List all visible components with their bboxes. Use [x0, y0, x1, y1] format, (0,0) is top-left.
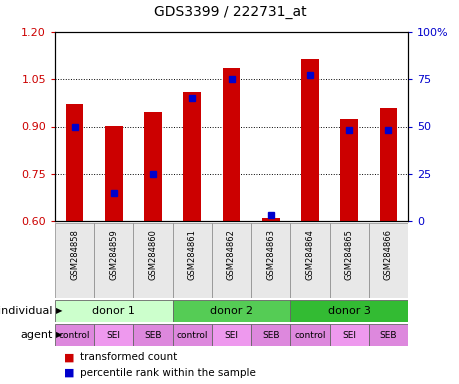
Text: GSM284863: GSM284863	[266, 229, 274, 280]
Text: individual: individual	[0, 306, 53, 316]
Bar	[340, 119, 357, 221]
Text: SEI: SEI	[224, 331, 238, 339]
Bar	[66, 104, 83, 221]
Text: GSM284858: GSM284858	[70, 229, 79, 280]
Text: ■: ■	[64, 367, 74, 377]
Bar	[379, 108, 397, 221]
Bar	[172, 300, 290, 322]
Bar	[251, 324, 290, 346]
Bar	[329, 324, 368, 346]
Bar	[290, 324, 329, 346]
Text: SEI: SEI	[106, 331, 121, 339]
Text: control: control	[294, 331, 325, 339]
Text: control: control	[59, 331, 90, 339]
Text: GSM284859: GSM284859	[109, 229, 118, 280]
Bar	[368, 223, 407, 298]
Text: ▶: ▶	[56, 331, 62, 339]
Bar	[290, 223, 329, 298]
Bar	[55, 223, 94, 298]
Bar	[368, 324, 407, 346]
Text: transformed count: transformed count	[80, 353, 177, 362]
Bar	[301, 59, 318, 221]
Text: GSM284861: GSM284861	[187, 229, 196, 280]
Text: control: control	[176, 331, 207, 339]
Text: ■: ■	[64, 353, 74, 362]
Text: SEB: SEB	[379, 331, 396, 339]
Bar	[212, 324, 251, 346]
Bar	[183, 92, 201, 221]
Text: GSM284862: GSM284862	[226, 229, 235, 280]
Text: GSM284866: GSM284866	[383, 229, 392, 280]
Bar	[55, 324, 94, 346]
Text: GSM284864: GSM284864	[305, 229, 314, 280]
Bar	[94, 223, 133, 298]
Bar	[133, 324, 172, 346]
Bar	[144, 113, 162, 221]
Bar	[222, 68, 240, 221]
Bar	[212, 223, 251, 298]
Text: agent: agent	[20, 330, 53, 340]
Bar	[290, 300, 407, 322]
Bar	[251, 223, 290, 298]
Bar	[172, 223, 212, 298]
Bar	[105, 126, 123, 221]
Bar	[172, 324, 212, 346]
Text: donor 1: donor 1	[92, 306, 135, 316]
Text: ▶: ▶	[56, 306, 62, 316]
Text: GSM284865: GSM284865	[344, 229, 353, 280]
Text: donor 3: donor 3	[327, 306, 370, 316]
Text: SEI: SEI	[341, 331, 355, 339]
Bar	[55, 300, 172, 322]
Text: GDS3399 / 222731_at: GDS3399 / 222731_at	[153, 5, 306, 19]
Bar	[261, 218, 279, 221]
Text: SEB: SEB	[262, 331, 279, 339]
Text: donor 2: donor 2	[210, 306, 252, 316]
Bar	[133, 223, 172, 298]
Text: SEB: SEB	[144, 331, 162, 339]
Text: percentile rank within the sample: percentile rank within the sample	[80, 367, 256, 377]
Bar	[94, 324, 133, 346]
Bar	[329, 223, 368, 298]
Text: GSM284860: GSM284860	[148, 229, 157, 280]
